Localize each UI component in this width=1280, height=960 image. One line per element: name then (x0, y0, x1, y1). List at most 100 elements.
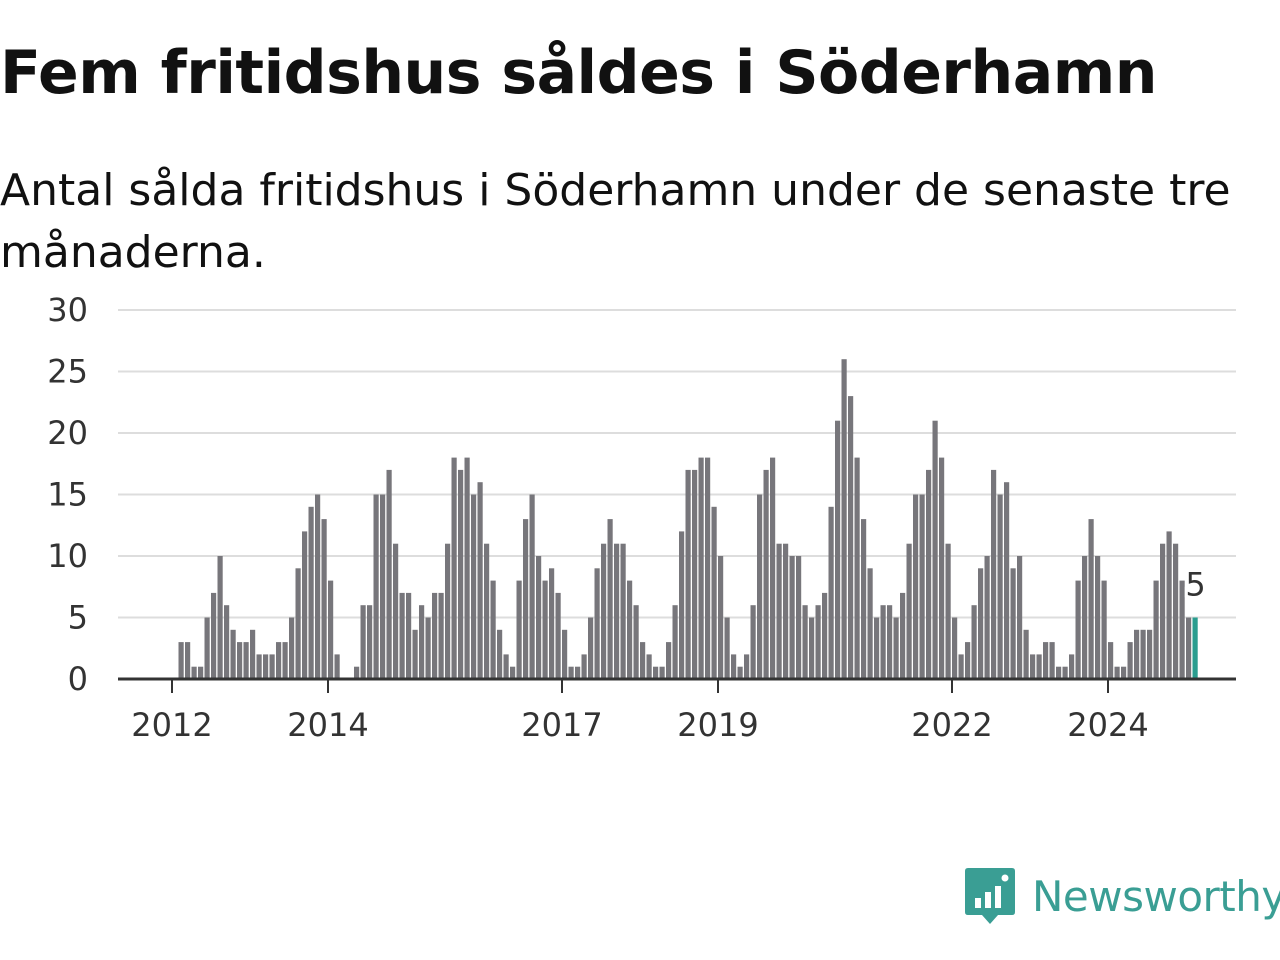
bar (555, 592, 561, 679)
bar (1153, 580, 1159, 679)
x-tick-label: 2017 (521, 706, 602, 744)
bar (256, 654, 262, 679)
bar (958, 654, 964, 679)
bar (178, 642, 184, 679)
bar (620, 543, 626, 679)
bar (302, 531, 308, 679)
y-tick-label: 10 (47, 537, 88, 575)
bar (861, 519, 867, 679)
bar (230, 629, 236, 679)
y-tick-label: 25 (47, 353, 88, 391)
bar (594, 568, 600, 679)
bar (1114, 666, 1120, 679)
bar (828, 506, 834, 679)
bar (672, 605, 678, 679)
bar (757, 494, 763, 679)
bar (1023, 629, 1029, 679)
bar (646, 654, 652, 679)
bar (471, 494, 477, 679)
bar (601, 543, 607, 679)
bar (731, 654, 737, 679)
bar (744, 654, 750, 679)
bar (243, 642, 249, 679)
bar (276, 642, 282, 679)
bar (1101, 580, 1107, 679)
bar (711, 506, 717, 679)
bar (692, 469, 698, 679)
bar (1062, 666, 1068, 679)
bar (802, 605, 808, 679)
bar (185, 642, 191, 679)
bar (334, 654, 340, 679)
bar (380, 494, 386, 679)
bar (503, 654, 509, 679)
bar (848, 396, 854, 679)
bar (633, 605, 639, 679)
bar (393, 543, 399, 679)
bar (1127, 642, 1133, 679)
bar (191, 666, 197, 679)
bar (1069, 654, 1075, 679)
bar (510, 666, 516, 679)
bar (295, 568, 301, 679)
bar (939, 457, 945, 679)
annotations: 5 (1182, 563, 1208, 607)
bar (952, 617, 958, 679)
bar (328, 580, 334, 679)
bar (1049, 642, 1055, 679)
bar (516, 580, 522, 679)
bar (906, 543, 912, 679)
bar (984, 556, 990, 679)
bar (705, 457, 711, 679)
bar (529, 494, 535, 679)
x-tick-label: 2019 (677, 706, 758, 744)
bar (386, 469, 392, 679)
bar (653, 666, 659, 679)
bar (809, 617, 815, 679)
bar (308, 506, 314, 679)
bar (841, 359, 847, 679)
bar (776, 543, 782, 679)
bar (360, 605, 366, 679)
bar (614, 543, 620, 679)
bar-highlight (1192, 617, 1198, 679)
chart-subtitle: Antal sålda fritidshus i Söderhamn under… (0, 165, 1231, 278)
bar (490, 580, 496, 679)
bar (880, 605, 886, 679)
bar (438, 592, 444, 679)
bar (867, 568, 873, 679)
bar (1082, 556, 1088, 679)
bar (289, 617, 295, 679)
bar (1186, 617, 1192, 679)
bar (874, 617, 880, 679)
bar (445, 543, 451, 679)
bar (822, 592, 828, 679)
bar (263, 654, 269, 679)
y-tick-label: 20 (47, 414, 88, 452)
bar (484, 543, 490, 679)
bar (919, 494, 925, 679)
bar (1088, 519, 1094, 679)
bar (373, 494, 379, 679)
bar (451, 457, 457, 679)
bar (588, 617, 594, 679)
bar (354, 666, 360, 679)
bar (581, 654, 587, 679)
bar (1075, 580, 1081, 679)
bar (926, 469, 932, 679)
bar (1166, 531, 1172, 679)
bar (477, 482, 483, 679)
bar (1160, 543, 1166, 679)
bar-chart: 0 5 10 15 20 25 30 2012 2014 2017 2019 2022 2024 5 (47, 291, 1236, 744)
bar (568, 666, 574, 679)
bar (1036, 654, 1042, 679)
bar (945, 543, 951, 679)
bar (887, 605, 893, 679)
bar (425, 617, 431, 679)
bar (770, 457, 776, 679)
bar (1140, 629, 1146, 679)
bar (659, 666, 665, 679)
bar (789, 556, 795, 679)
bar (737, 666, 743, 679)
bar (666, 642, 672, 679)
